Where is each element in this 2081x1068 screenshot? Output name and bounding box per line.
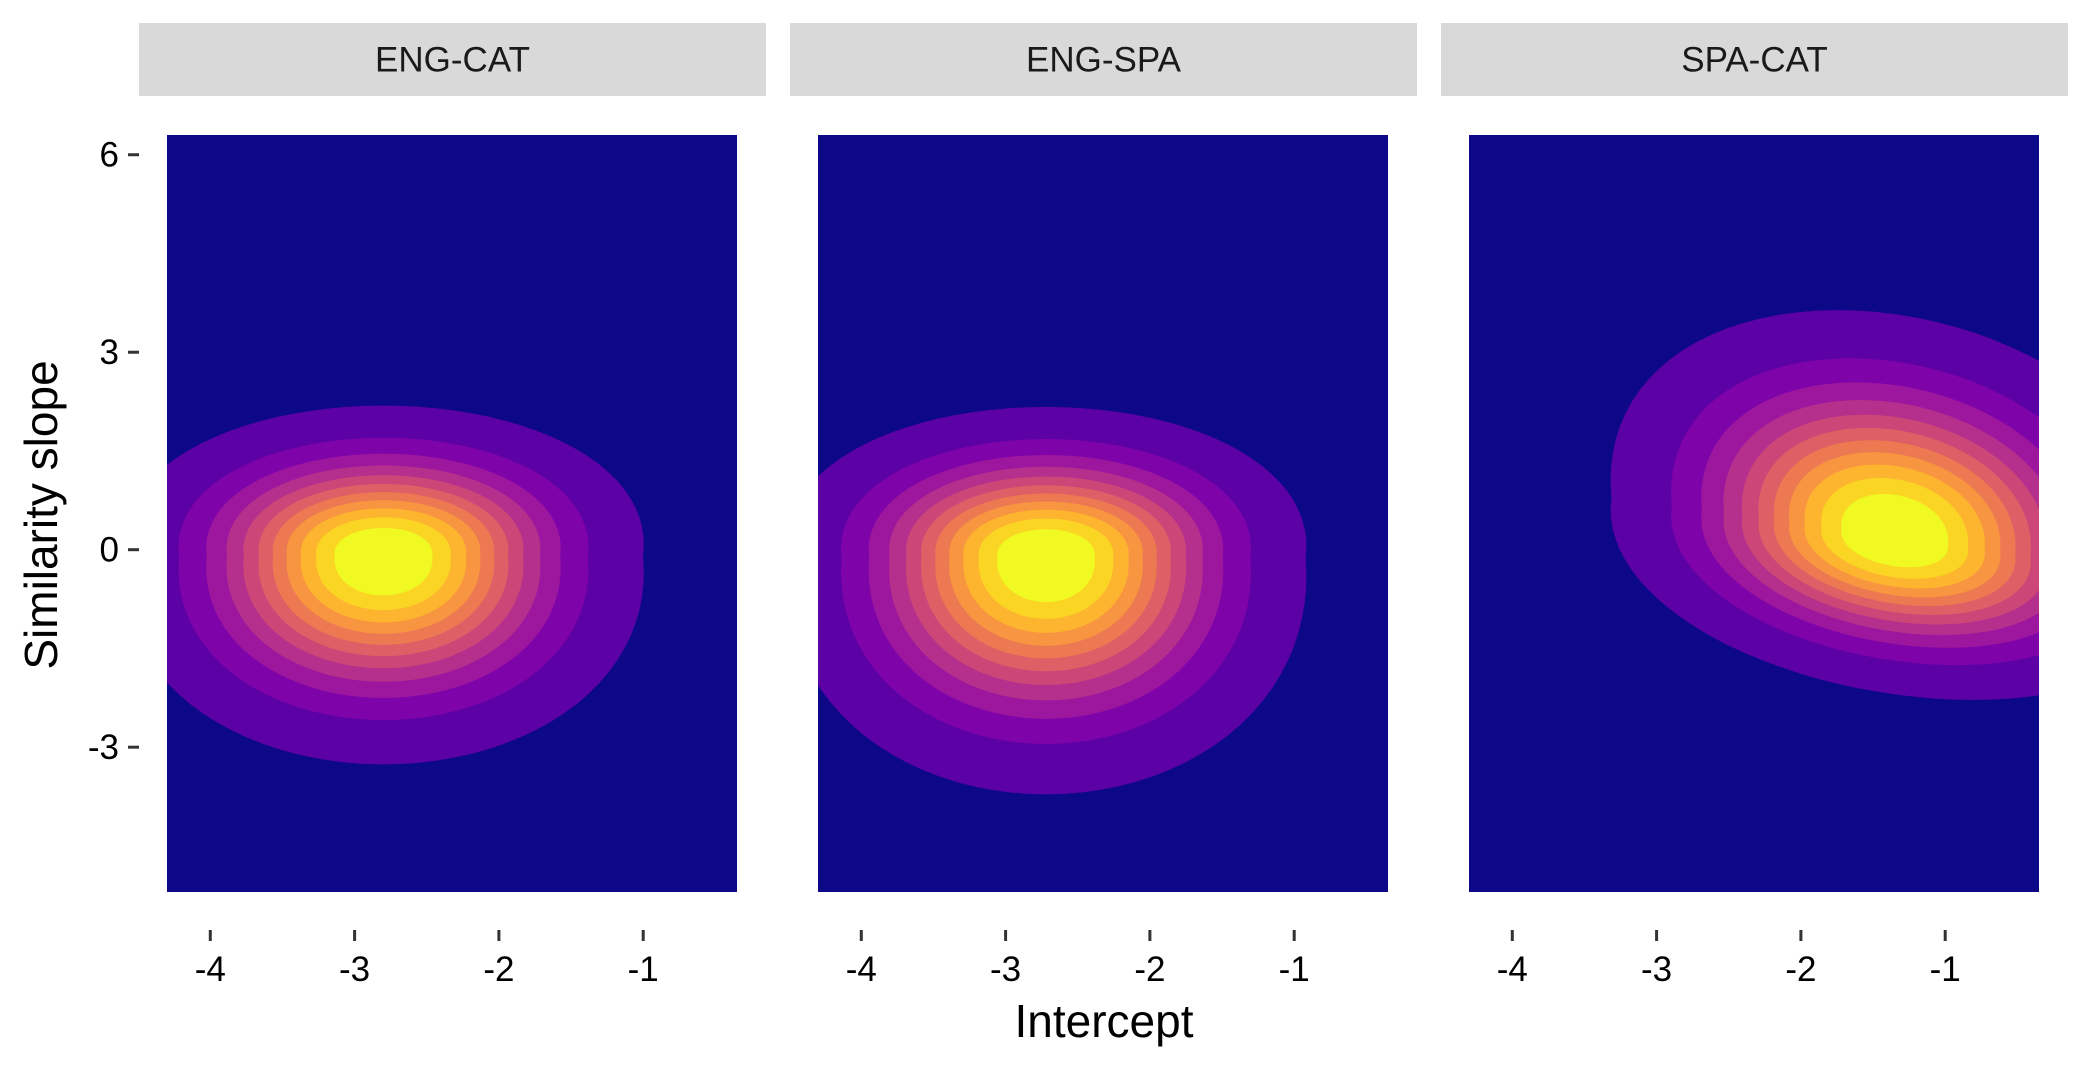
y-axis: -3 0 3 6	[88, 136, 139, 767]
density-contours	[167, 405, 644, 765]
density-contours	[818, 406, 1307, 795]
x-tick-label: -1	[1279, 950, 1310, 989]
x-tick-label: -3	[990, 950, 1021, 989]
x-tick-label: -4	[846, 950, 877, 989]
y-tick-label: -3	[88, 728, 119, 767]
x-tick-label: -3	[339, 950, 370, 989]
x-tick-label: -1	[1930, 950, 1961, 989]
density-band-11	[1841, 494, 1949, 568]
density-contours	[1610, 310, 2039, 700]
x-tick-label: -3	[1641, 950, 1672, 989]
facet-strip-label: ENG-SPA	[1026, 41, 1182, 80]
facet-spa-cat: SPA-CAT -4 -3 -2 -1	[1441, 23, 2068, 989]
x-axis-title: Intercept	[1015, 995, 1194, 1047]
y-tick-label: 3	[100, 333, 119, 372]
facet-panels: ENG-CAT -4 -3 -2 -1 ENG-SPA -4 -3 -2 -1 SPA-CAT -4 -…	[139, 23, 2068, 989]
density-band-11	[334, 527, 433, 596]
x-tick-label: -1	[628, 950, 659, 989]
x-tick-label: -4	[1497, 950, 1528, 989]
x-tick-label: -2	[483, 950, 514, 989]
y-axis-title: Similarity slope	[15, 360, 67, 669]
y-tick-label: 6	[100, 136, 119, 175]
x-tick-label: -4	[195, 950, 226, 989]
facet-strip	[139, 23, 766, 96]
facet-strip-label: SPA-CAT	[1681, 41, 1828, 80]
x-tick-label: -2	[1134, 950, 1165, 989]
facet-strip	[1441, 23, 2068, 96]
facet-eng-cat: ENG-CAT -4 -3 -2 -1	[139, 23, 766, 989]
facet-strip	[790, 23, 1417, 96]
y-tick-label: 0	[100, 531, 119, 570]
density-band-11	[997, 529, 1095, 603]
facet-strip-label: ENG-CAT	[375, 41, 530, 80]
facet-eng-spa: ENG-SPA -4 -3 -2 -1	[790, 23, 1417, 989]
x-tick-label: -2	[1785, 950, 1816, 989]
